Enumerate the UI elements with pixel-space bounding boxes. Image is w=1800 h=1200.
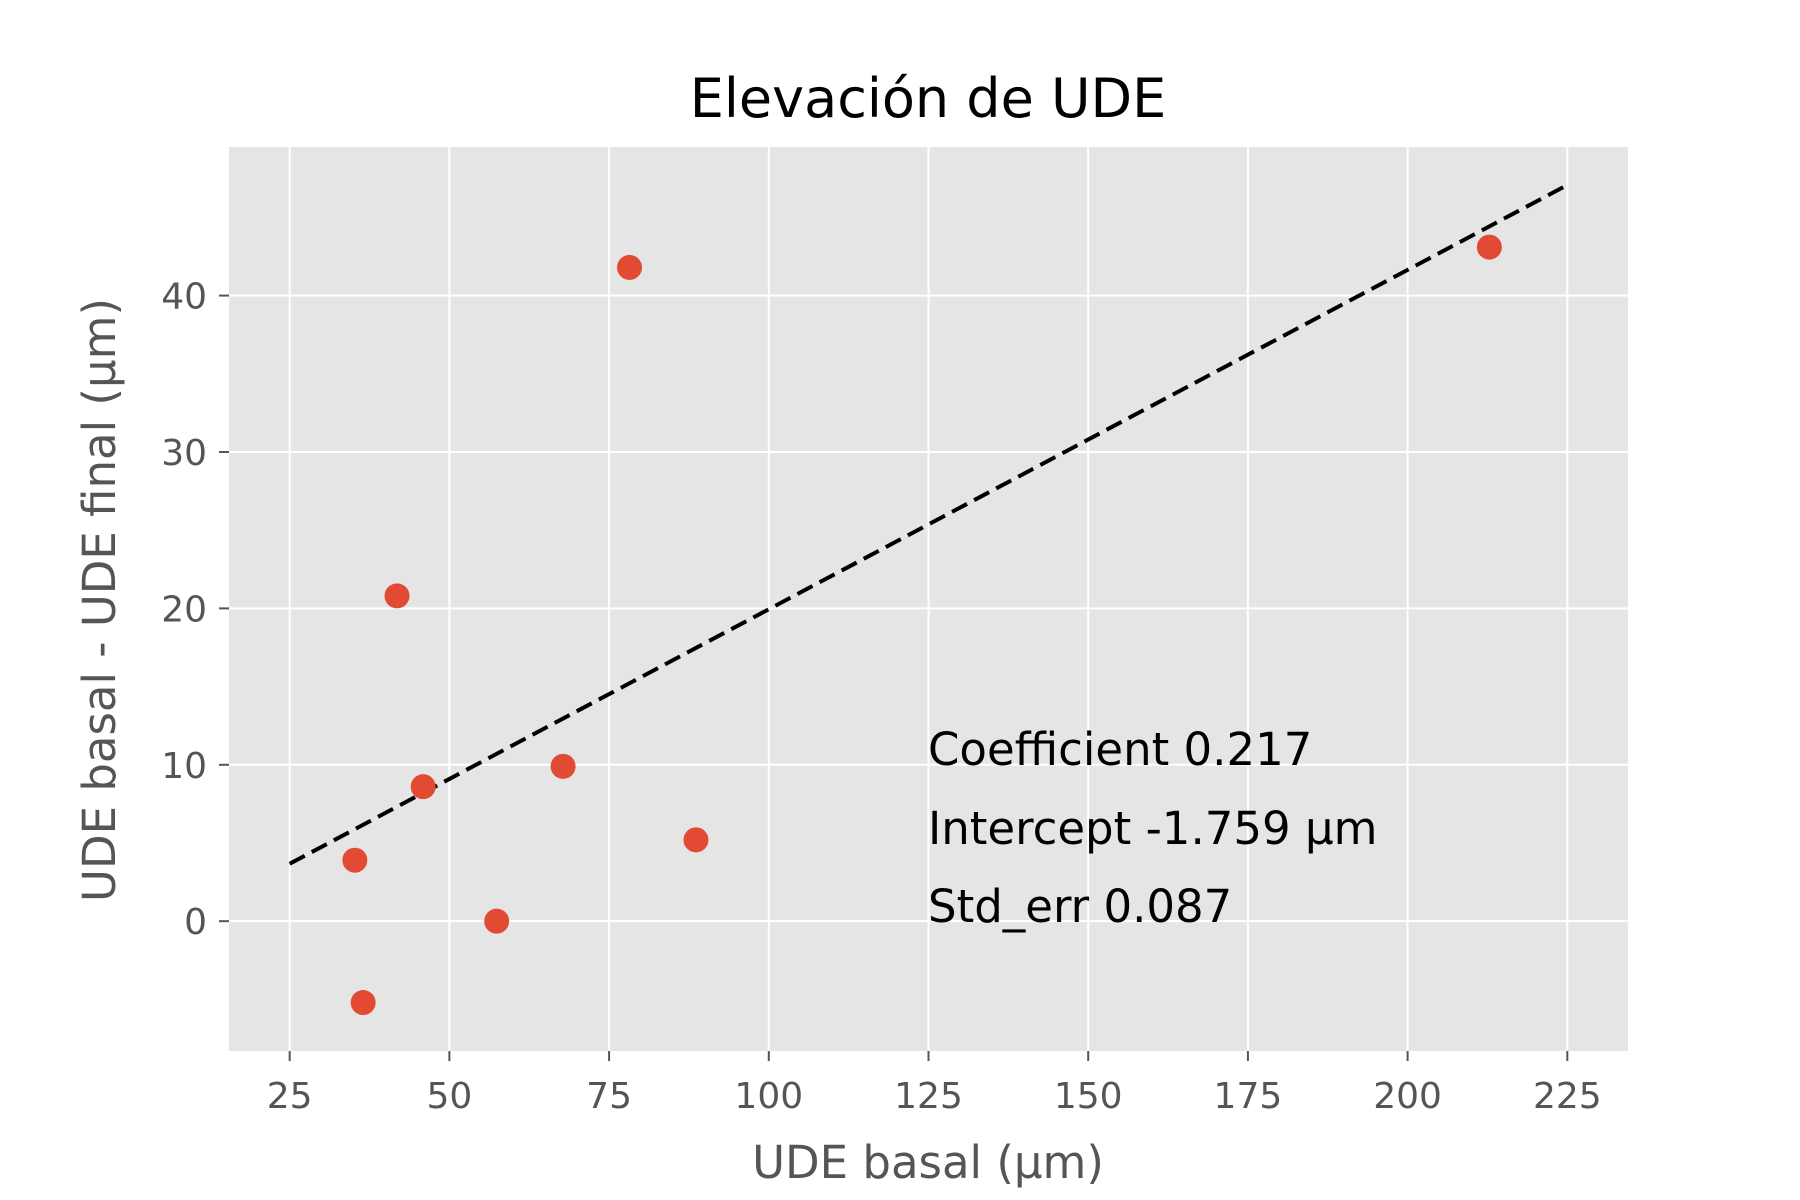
x-tick-label: 125 (894, 1076, 963, 1117)
chart-title: Elevación de UDE (690, 67, 1166, 130)
x-tick-label: 150 (1054, 1076, 1123, 1117)
data-point (484, 908, 510, 934)
data-point (550, 753, 576, 779)
data-point (350, 990, 376, 1016)
annotation-std-err: Std_err 0.087 (928, 880, 1232, 933)
x-tick-label: 50 (426, 1076, 472, 1117)
data-point (410, 774, 436, 800)
y-tick-label: 20 (161, 589, 207, 630)
data-point (1476, 234, 1502, 260)
data-point (683, 827, 709, 853)
data-point (384, 583, 410, 609)
regression-line-group (288, 183, 1569, 866)
x-tick-label: 200 (1373, 1076, 1442, 1117)
y-tick-label: 10 (161, 746, 207, 787)
annotation-coefficient: Coefficient 0.217 (928, 723, 1312, 776)
annotation-intercept: Intercept -1.759 μm (928, 802, 1377, 855)
regression-line (288, 183, 1569, 866)
y-tick-label: 0 (184, 902, 207, 943)
y-axis-label: UDE basal - UDE final (μm) (73, 298, 126, 902)
x-tick-label: 175 (1214, 1076, 1283, 1117)
data-point (617, 254, 643, 280)
grid-lines (229, 147, 1628, 1051)
x-tick-label: 25 (267, 1076, 313, 1117)
x-tick-label: 75 (586, 1076, 632, 1117)
x-tick-label: 100 (734, 1076, 803, 1117)
x-tick-label: 225 (1533, 1076, 1602, 1117)
y-tick-label: 40 (161, 277, 207, 318)
axis-ticks: 25 50 75 100 125 150 175 200 225 0 10 20 30 40 (161, 277, 1601, 1117)
data-point (342, 847, 368, 873)
data-points (342, 234, 1502, 1016)
x-axis-label: UDE basal (μm) (752, 1136, 1104, 1189)
y-tick-label: 30 (161, 433, 207, 474)
